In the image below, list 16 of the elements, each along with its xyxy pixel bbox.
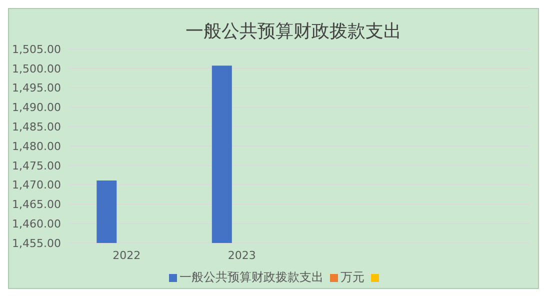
chart-title: 一般公共预算财政拨款支出 <box>186 21 402 42</box>
y-tick-label: 1,455.00 <box>12 236 61 250</box>
y-tick-label: 1,480.00 <box>12 140 61 153</box>
legend-label: 一般公共预算财政拨款支出 <box>180 269 324 286</box>
y-tick-label: 1,500.00 <box>12 62 61 76</box>
x-tick-label: 2023 <box>228 248 256 262</box>
x-tick-label: 2022 <box>112 248 141 262</box>
y-tick-label: 1,475.00 <box>12 159 61 172</box>
y-tick-label: 1,465.00 <box>12 198 61 212</box>
legend-label: 万元 <box>340 269 364 286</box>
y-tick-label: 1,485.00 <box>12 120 61 134</box>
y-tick-label: 1,470.00 <box>12 178 61 192</box>
y-tick-label: 1,505.00 <box>12 42 61 56</box>
y-tick-label: 1,495.00 <box>12 82 61 95</box>
y-tick-label: 1,490.00 <box>12 101 61 114</box>
y-tick-label: 1,460.00 <box>12 218 61 231</box>
